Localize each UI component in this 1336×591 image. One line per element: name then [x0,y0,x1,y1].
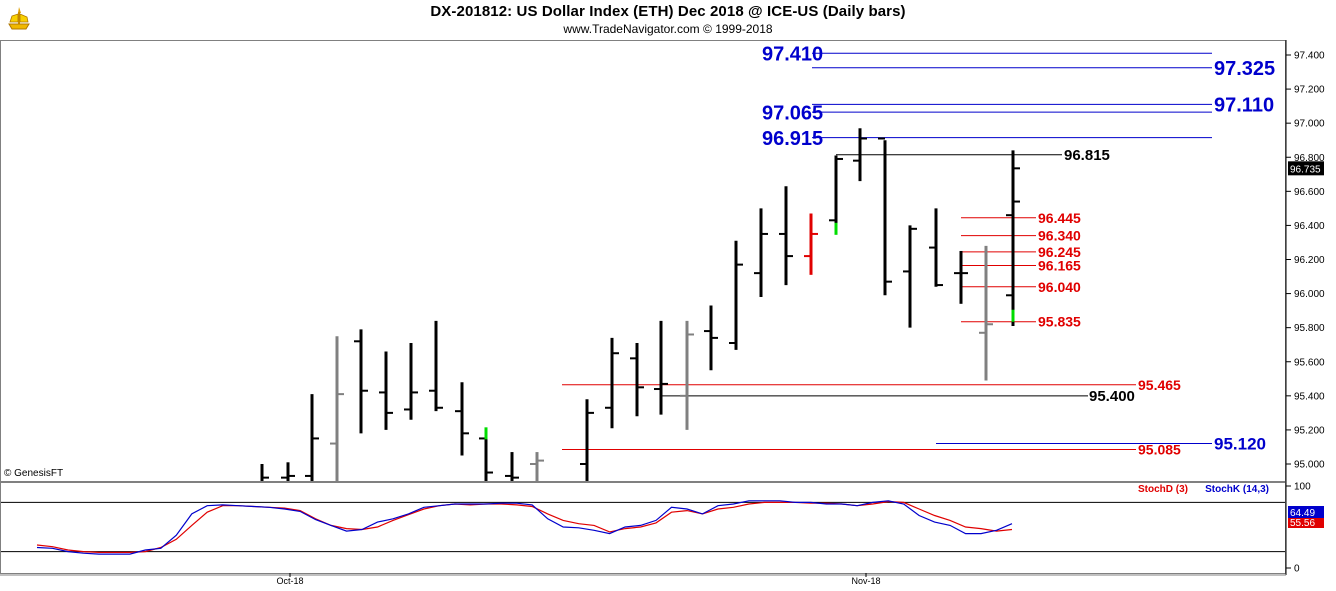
legend-stoch-d: StochD (3) [1138,484,1188,495]
last-price-label: 96.735 [1290,164,1321,175]
level-label: 97.325 [1214,58,1275,80]
level-label: 96.915 [762,128,823,150]
stoch-panel [0,482,1286,574]
data-credit: © GenesisFT [4,468,64,479]
level-label: 96.445 [1038,210,1081,226]
chart-title: DX-201812: US Dollar Index (ETH) Dec 201… [430,3,906,20]
price-tick-label: 96.800 [1294,153,1325,164]
level-label: 96.165 [1038,258,1081,274]
level-label: 97.410 [762,43,823,65]
stoch-value-label: 55.56 [1290,518,1315,529]
level-label: 95.465 [1138,377,1181,393]
date-axis: Oct-18 Nov-18 [0,573,1286,586]
level-label: 95.835 [1038,314,1081,330]
price-tick-label: 97.400 [1294,51,1325,62]
price-tick-label: 95.800 [1294,323,1325,334]
level-label: 96.815 [1064,147,1110,164]
ohlc-bars [260,128,1020,481]
date-tick-label: Nov-18 [851,576,880,586]
stoch-value-label: 64.49 [1290,508,1315,519]
trade-navigator-logo-icon [4,4,34,34]
price-axis: 97.400 97.200 97.000 96.800 96.600 96.400 96.2… [1286,51,1325,471]
price-tick-label: 95.600 [1294,357,1325,368]
stoch-d-line [36,500,1013,554]
stoch-tick-label: 0 [1294,564,1300,575]
price-tick-label: 97.200 [1294,85,1325,96]
price-tick-label: 95.400 [1294,391,1325,402]
level-label: 95.085 [1138,442,1181,458]
price-tick-label: 96.400 [1294,221,1325,232]
stoch-tick-label: 100 [1294,482,1311,493]
price-tick-label: 96.000 [1294,289,1325,300]
level-label: 95.400 [1089,388,1135,405]
price-tick-label: 95.200 [1294,425,1325,436]
price-tick-label: 97.000 [1294,119,1325,130]
stoch-value-badge [1288,516,1324,528]
level-label: 97.065 [762,102,823,124]
level-lines: 97.410 97.325 97.110 97.065 96.915 96.815 96.4… [562,43,1275,458]
last-price-badge [1288,161,1324,176]
level-label: 96.340 [1038,228,1081,244]
stoch-value-badge [1288,506,1324,518]
legend-stoch-k: StochK (14,3) [1205,484,1269,495]
price-tick-label: 96.200 [1294,255,1325,266]
price-tick-label: 95.000 [1294,460,1325,471]
level-label: 96.040 [1038,279,1081,295]
date-tick-label: Oct-18 [276,576,303,586]
stoch-k-line [36,500,1013,555]
price-panel [0,40,1286,482]
price-tick-label: 96.600 [1294,187,1325,198]
level-label: 96.245 [1038,244,1081,260]
chart-subtitle: www.TradeNavigator.com © 1999-2018 [563,22,773,36]
level-label: 95.120 [1214,435,1266,454]
level-label: 97.110 [1214,95,1274,117]
